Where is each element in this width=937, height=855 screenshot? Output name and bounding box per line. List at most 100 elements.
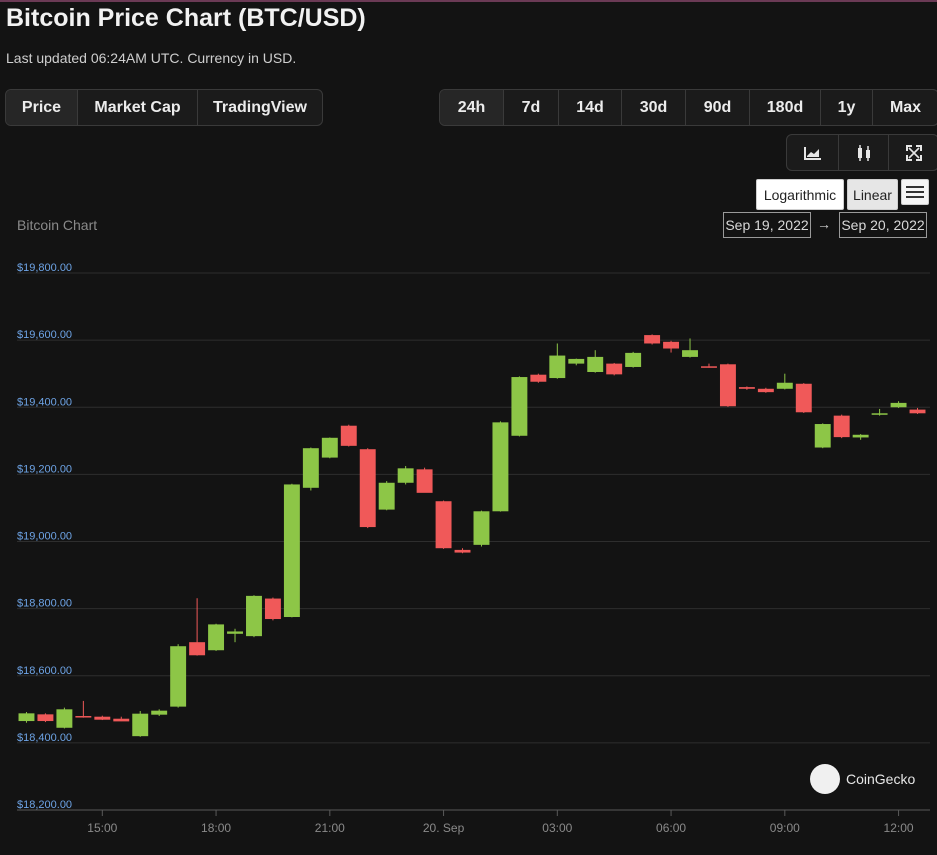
candle[interactable] [776, 373, 793, 390]
candle-body [75, 716, 92, 718]
candlestick-button[interactable] [839, 135, 889, 170]
range-14d-button[interactable]: 14d [559, 90, 622, 125]
candle-body [321, 437, 338, 458]
candle[interactable] [909, 407, 926, 414]
candle-body [189, 642, 206, 656]
linear-scale-button[interactable]: Linear [847, 179, 898, 210]
candle[interactable] [435, 500, 452, 549]
range-max-button[interactable]: Max [889, 98, 922, 116]
brand-text: CoinGecko [846, 771, 916, 787]
range-7d-button[interactable]: 7d [504, 90, 559, 125]
fullscreen-button[interactable] [889, 135, 937, 170]
candle[interactable] [625, 351, 642, 368]
candle[interactable] [682, 338, 698, 358]
candle[interactable] [473, 510, 490, 547]
candle-body [795, 383, 812, 413]
candle[interactable] [56, 707, 73, 729]
candle[interactable] [208, 623, 225, 651]
candle[interactable] [94, 715, 111, 721]
candle[interactable] [833, 414, 850, 439]
y-axis: $19,800.00 $19,600.00 $19,400.00 $19,200.00… [17, 262, 72, 811]
y-tick-label: $18,800.00 [17, 598, 72, 610]
candle[interactable] [302, 447, 319, 491]
candle[interactable] [397, 465, 414, 485]
candle-body [890, 402, 907, 408]
candle[interactable] [151, 709, 168, 717]
candle-body [530, 374, 547, 382]
y-tick-label: $19,200.00 [17, 463, 72, 475]
candlestick-icon [857, 144, 870, 161]
range-90d-button[interactable]: 90d [686, 90, 750, 125]
candle-body [208, 624, 225, 651]
candle[interactable] [738, 386, 755, 390]
candle[interactable] [132, 710, 149, 737]
candle-body [151, 710, 168, 715]
candle[interactable] [454, 548, 471, 554]
candle-body [644, 335, 661, 344]
candle[interactable] [757, 387, 774, 393]
chart-menu-button[interactable] [901, 179, 929, 205]
candle-body [757, 388, 774, 393]
candle[interactable] [246, 595, 262, 638]
candle[interactable] [378, 481, 395, 511]
candle[interactable] [321, 437, 338, 459]
candle[interactable] [530, 373, 547, 383]
tab-market-cap[interactable]: Market Cap [78, 90, 198, 125]
candle[interactable] [701, 363, 717, 368]
candle[interactable] [37, 713, 54, 723]
candle[interactable] [113, 716, 130, 722]
view-tabs: Price Market Cap TradingView [5, 89, 323, 126]
candle[interactable] [568, 358, 585, 366]
candle-body [227, 631, 243, 634]
candle[interactable] [606, 362, 623, 376]
candle[interactable] [359, 448, 376, 529]
candle[interactable] [416, 467, 433, 493]
fullscreen-icon [905, 144, 922, 161]
candle-body [492, 422, 509, 512]
candle[interactable] [75, 700, 92, 718]
range-24h-button[interactable]: 24h [440, 90, 504, 125]
range-180d-button[interactable]: 180d [750, 90, 821, 125]
candle[interactable] [890, 401, 907, 408]
candle[interactable] [18, 711, 35, 723]
tab-tradingview[interactable]: TradingView [213, 98, 307, 116]
candle[interactable] [871, 408, 888, 416]
candle[interactable] [492, 421, 509, 512]
candle-body [682, 350, 698, 357]
candle[interactable] [340, 424, 357, 447]
range-1y-button[interactable]: 1y [821, 90, 873, 125]
candle[interactable] [189, 598, 206, 656]
candle[interactable] [549, 343, 566, 379]
tab-price[interactable]: Price [6, 90, 78, 125]
candle[interactable] [511, 376, 528, 437]
date-from-input[interactable]: Sep 19, 2022 [723, 212, 811, 238]
x-tick-label: 06:00 [656, 821, 686, 835]
candle[interactable] [795, 383, 812, 413]
candle-body [56, 709, 73, 728]
candle-body [473, 511, 490, 545]
date-to-input[interactable]: Sep 20, 2022 [839, 212, 927, 238]
line-chart-button[interactable] [787, 135, 839, 170]
candle[interactable] [283, 483, 300, 618]
candle[interactable] [587, 350, 604, 373]
candle-body [852, 434, 869, 438]
candle[interactable] [644, 334, 661, 345]
logarithmic-scale-button[interactable]: Logarithmic [756, 179, 844, 210]
y-tick-label: $19,800.00 [17, 262, 72, 274]
candle-body [18, 713, 35, 722]
candles [18, 334, 926, 737]
grid [17, 272, 930, 811]
candle[interactable] [852, 434, 869, 440]
range-30d-button[interactable]: 30d [622, 90, 686, 125]
candle-body [283, 484, 300, 618]
candlestick-chart[interactable]: $19,800.00 $19,600.00 $19,400.00 $19,200.00… [0, 240, 937, 850]
candle-body [416, 469, 433, 493]
candle[interactable] [663, 340, 680, 353]
candle[interactable] [170, 644, 187, 708]
candle-body [549, 355, 566, 379]
candle[interactable] [814, 423, 831, 449]
candle[interactable] [719, 363, 736, 407]
candle[interactable] [264, 597, 281, 621]
candle[interactable] [227, 628, 243, 643]
x-tick-label: 21:00 [315, 821, 345, 835]
